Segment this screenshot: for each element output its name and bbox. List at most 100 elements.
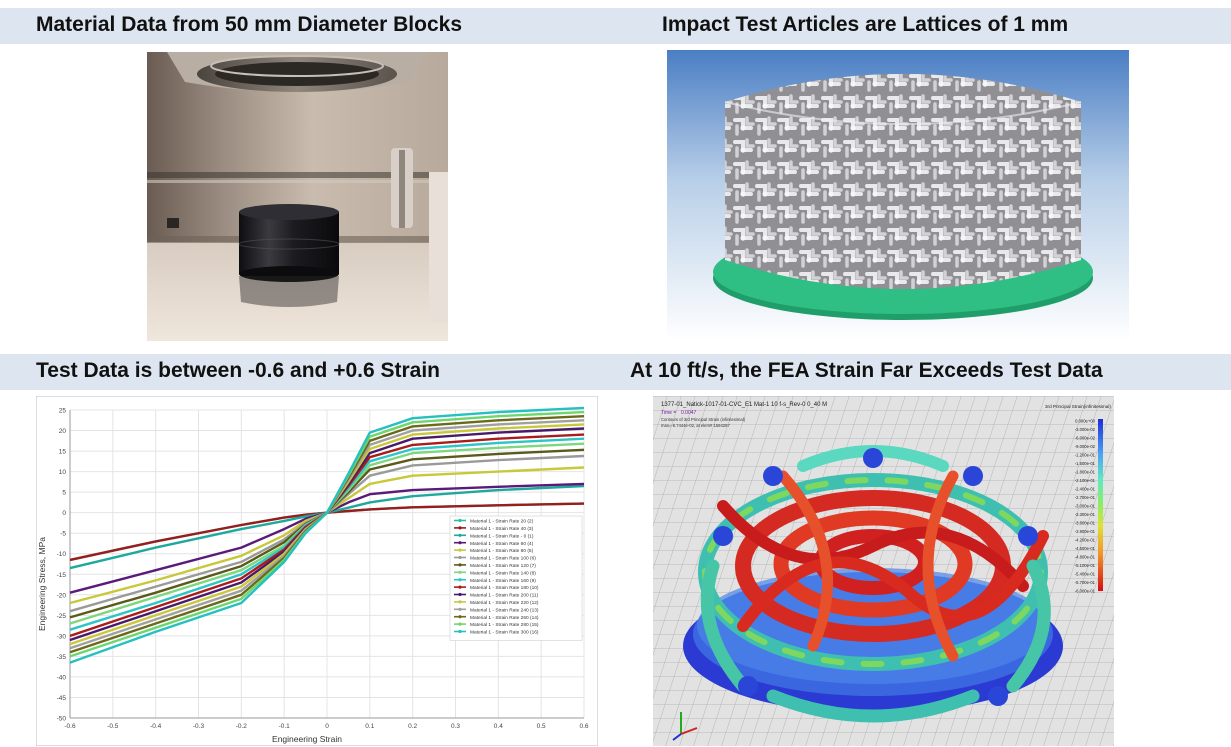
fea-legend-value: -3.900e-01 xyxy=(1075,529,1096,534)
legend-marker xyxy=(458,526,462,530)
fea-legend-title: 3rd Principal Strain(infinitesimal) xyxy=(1045,404,1111,409)
x-tick-label: 0.2 xyxy=(408,723,417,730)
legend-marker xyxy=(458,518,462,523)
y-tick-label: 15 xyxy=(59,449,67,456)
y-tick-label: 0 xyxy=(62,510,66,517)
legend-entry: Material 1 - Strain Rate 260 (14) xyxy=(470,615,539,621)
fea-legend-value: -5.100e-01 xyxy=(1075,563,1096,568)
legend-marker xyxy=(458,585,462,589)
y-tick-label: -40 xyxy=(57,674,67,681)
fea-legend-value: -4.200e-01 xyxy=(1075,538,1096,543)
x-tick-label: -0.6 xyxy=(64,723,76,730)
legend-entry: Material 1 - Strain Rate - 0 (1) xyxy=(470,533,534,539)
x-tick-label: -0.2 xyxy=(236,723,248,730)
stress-strain-chart: -0.6 -0.5 -0.4 -0.3 -0.2 -0.1 0 0.1 0.2 0.3 0.4 0.5… xyxy=(36,396,598,746)
fea-legend-value: -1.200e-01 xyxy=(1075,453,1096,458)
header-band-bottom xyxy=(0,354,1231,390)
legend-entry: Material 1 - Strain Rate 140 (8) xyxy=(470,570,536,576)
legend-marker xyxy=(458,607,462,611)
x-tick-label: 0.6 xyxy=(579,723,588,730)
legend-entry: Material 1 - Strain Rate 240 (13) xyxy=(470,607,539,613)
fea-legend-value: -2.100e-01 xyxy=(1075,478,1096,483)
y-tick-label: 10 xyxy=(59,469,67,476)
legend-marker xyxy=(458,592,462,597)
x-tick-label: 0.4 xyxy=(494,723,503,730)
legend-marker xyxy=(458,600,462,604)
y-tick-label: -35 xyxy=(57,654,67,661)
heading-test-data-range: Test Data is between -0.6 and +0.6 Strai… xyxy=(36,359,441,382)
legend-marker xyxy=(458,570,462,574)
fea-legend-value: 0.000e+00 xyxy=(1075,419,1096,424)
photo-test-block xyxy=(147,52,448,341)
axis-triad-icon xyxy=(672,712,698,741)
y-tick-label: -5 xyxy=(60,531,66,538)
header-band-top xyxy=(0,8,1231,44)
heading-impact-articles: Impact Test Articles are Lattices of 1 m… xyxy=(662,13,1069,36)
legend-marker xyxy=(458,629,462,634)
y-tick-label: -30 xyxy=(57,633,67,640)
legend-entry: Material 1 - Strain Rate 160 (9) xyxy=(470,578,536,584)
fea-legend-value: -6.000e-01 xyxy=(1075,589,1096,594)
series-line-16 xyxy=(69,406,585,664)
lattice-struts xyxy=(698,445,1051,723)
y-tick-label: 5 xyxy=(62,490,66,497)
legend-entry: Material 1 - Strain Rate 20 (2) xyxy=(470,519,534,525)
fea-legend-value: -5.400e-01 xyxy=(1075,572,1096,577)
y-tick-label: -20 xyxy=(57,592,67,599)
heading-material-data: Material Data from 50 mm Diameter Blocks xyxy=(36,13,462,36)
fea-legend-value: -3.600e-01 xyxy=(1075,521,1096,526)
x-axis-label: Engineering Strain xyxy=(272,734,342,744)
fea-legend-value: -3.000e-01 xyxy=(1075,504,1096,509)
fea-color-bar xyxy=(1098,419,1103,591)
legend-marker xyxy=(458,533,462,537)
legend-entry: Material 1 - Strain Rate 80 (5) xyxy=(470,548,534,554)
fea-legend-value: -3.300e-01 xyxy=(1075,512,1096,517)
x-tick-label: 0.3 xyxy=(451,723,460,730)
x-tick-label: 0.5 xyxy=(537,723,546,730)
legend-marker xyxy=(458,578,462,582)
legend-box xyxy=(449,515,583,641)
legend-entry: Material 1 - Strain Rate 280 (15) xyxy=(470,622,539,628)
x-tick-label: -0.3 xyxy=(193,723,205,730)
lattice-cad-render xyxy=(667,50,1129,341)
y-tick-label: 25 xyxy=(59,408,67,415)
heading-fea-strain: At 10 ft/s, the FEA Strain Far Exceeds T… xyxy=(630,359,1103,382)
legend-marker xyxy=(458,622,462,626)
fea-title: 1377-01_Natick-1017-01-CVC_E1 Mat-1 10 f… xyxy=(661,402,827,408)
y-tick-label: -50 xyxy=(57,716,67,723)
y-axis-label: Engineering Stress, MPa xyxy=(37,537,47,631)
fea-legend-value: -3.000e-02 xyxy=(1075,427,1096,432)
fea-legend-value: -6.000e-02 xyxy=(1075,436,1096,441)
y-tick-label: -10 xyxy=(57,551,67,558)
x-tick-label: -0.1 xyxy=(279,723,291,730)
y-tick-label: -25 xyxy=(57,613,67,620)
legend-marker xyxy=(458,555,462,560)
legend-marker xyxy=(458,541,462,545)
fea-legend-value: -9.000e-02 xyxy=(1075,444,1096,449)
fea-legend-value: -2.700e-01 xyxy=(1075,495,1096,500)
fea-legend-value: -5.700e-01 xyxy=(1075,580,1096,585)
y-tick-label: 20 xyxy=(59,428,67,435)
legend-marker xyxy=(458,615,462,619)
fea-legend-value: -1.500e-01 xyxy=(1075,461,1096,466)
fea-legend-values: 0.000e+00 -3.000e-02 -6.000e-02 -9.000e-02 -… xyxy=(1075,419,1096,594)
legend-entry: Material 1 - Strain Rate 60 (4) xyxy=(470,541,534,547)
legend-entry: Material 1 - Strain Rate 300 (16) xyxy=(470,630,539,636)
fea-legend-value: -4.500e-01 xyxy=(1075,546,1096,551)
legend-marker xyxy=(458,548,462,552)
y-tick-label: -15 xyxy=(57,572,67,579)
fea-contour-desc: Contours of 3rd Principal Strain (infini… xyxy=(661,417,746,422)
legend-entry: Material 1 - Strain Rate 120 (7) xyxy=(470,563,536,569)
fea-legend-value: -4.800e-01 xyxy=(1075,555,1096,560)
fea-legend-value: -1.800e-01 xyxy=(1075,470,1096,475)
fea-contour-render: 1377-01_Natick-1017-01-CVC_E1 Mat-1 10 f… xyxy=(653,396,1114,746)
fea-time-label: Time = xyxy=(661,410,676,416)
fea-legend-value: -2.400e-01 xyxy=(1075,487,1096,492)
legend-entry: Material 1 - Strain Rate 40 (3) xyxy=(470,526,534,532)
x-tick-label: -0.5 xyxy=(107,723,119,730)
legend-entry: Material 1 - Strain Rate 200 (11) xyxy=(470,593,539,599)
y-tick-label: -45 xyxy=(57,695,67,702)
x-tick-label: -0.4 xyxy=(150,723,162,730)
legend-entry: Material 1 - Strain Rate 220 (12) xyxy=(470,600,539,606)
fea-contour-max: max=-6.7444e-02, at elem# 1594287 xyxy=(661,423,730,428)
